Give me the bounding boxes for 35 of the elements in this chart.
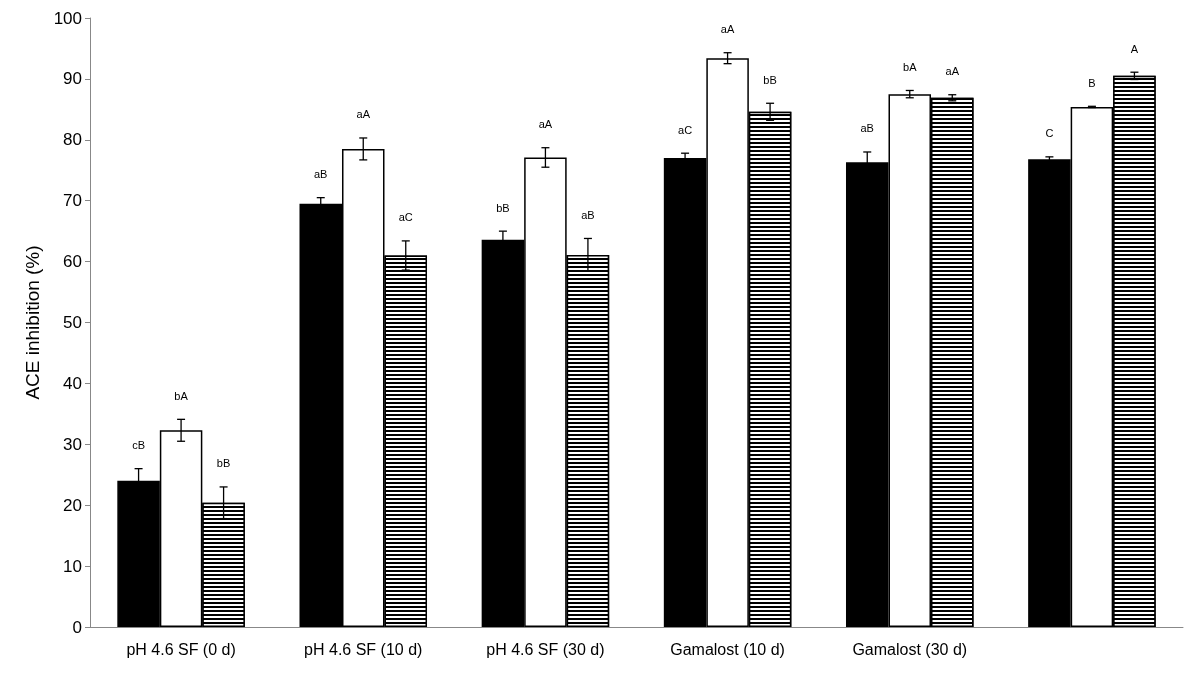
data-label: bB (216, 457, 231, 470)
y-tick-label: 100 (53, 8, 82, 28)
y-tick-label: 40 (63, 373, 82, 393)
y-tick-label: 90 (63, 69, 82, 89)
x-tick-label: pH 4.6 SF (30 d) (486, 640, 605, 658)
y-tick-label: 50 (63, 313, 82, 332)
y-axis-title: ACE inhibition (%) (22, 245, 43, 400)
data-label: bB (763, 73, 777, 86)
y-tick-label: 80 (63, 130, 82, 150)
y-tick-label: 30 (63, 434, 82, 454)
data-label: aC (678, 123, 693, 136)
x-tick-label: Gamalost (30 d) (852, 640, 968, 658)
data-label: aB (860, 122, 874, 135)
data-label: A (1130, 42, 1139, 55)
data-label: bA (174, 389, 189, 402)
data-label: aC (398, 211, 413, 224)
x-tick-label: pH 4.6 SF (0 d) (126, 640, 236, 658)
y-tick-label: 0 (72, 617, 82, 637)
data-label: cB (132, 439, 145, 452)
data-label: B (1088, 76, 1096, 89)
x-tick-label: pH 4.6 SF (10 d) (304, 640, 423, 658)
x-tick-label: Gamalost (10 d) (670, 640, 785, 658)
data-label: aA (356, 108, 371, 121)
y-tick-label: 60 (63, 252, 82, 272)
data-label: aA (945, 65, 960, 78)
data-label: aA (538, 118, 553, 131)
data-label: aB (314, 168, 328, 181)
data-label: aB (581, 208, 595, 221)
data-label: aA (720, 23, 735, 36)
data-label: bB (496, 201, 510, 214)
data-label: C (1045, 127, 1054, 140)
y-tick-label: 20 (63, 495, 82, 515)
data-label: bA (903, 60, 918, 73)
y-tick-label: 10 (63, 556, 82, 576)
y-tick-label: 70 (63, 191, 82, 211)
